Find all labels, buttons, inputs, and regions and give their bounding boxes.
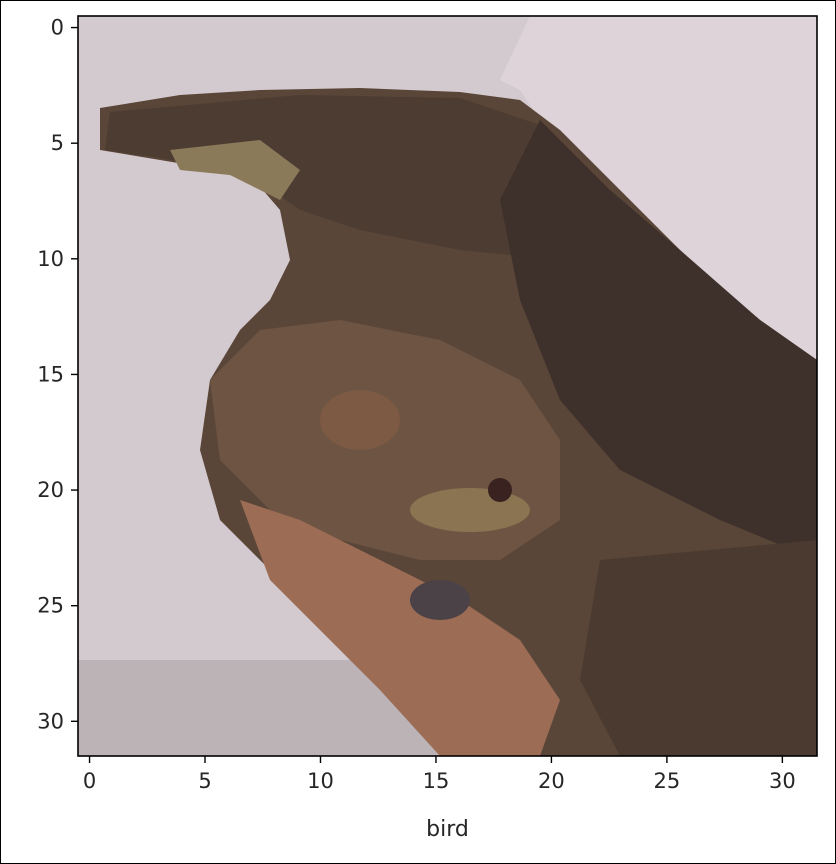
bird-eye-dark-spot: [488, 478, 512, 502]
x-tick-label: 15: [423, 769, 450, 793]
bird-lower-right: [580, 540, 817, 756]
x-tick-label: 0: [83, 769, 96, 793]
y-tick-label: 0: [51, 16, 64, 40]
x-tick-label: 20: [538, 769, 565, 793]
x-tick-label: 5: [198, 769, 211, 793]
bird-back: [500, 120, 817, 560]
x-axis: 0 5 10 15 20 25 30: [83, 756, 796, 793]
y-tick-label: 5: [51, 131, 64, 155]
y-tick-label: 15: [37, 362, 64, 386]
bird-grey-spot: [410, 580, 470, 620]
y-tick-label: 25: [37, 594, 64, 618]
background-upper-right: [500, 16, 817, 365]
x-tick-label: 10: [307, 769, 334, 793]
bird-buff-highlight: [410, 488, 530, 532]
bird-image: [78, 16, 817, 756]
bird-breast-spot: [320, 390, 400, 450]
axes-frame: [77, 15, 818, 757]
x-axis-label: bird: [426, 817, 469, 842]
x-tick-label: 25: [654, 769, 681, 793]
y-tick-label: 30: [37, 709, 64, 733]
y-axis: 0 5 10 15 20 25 30: [37, 16, 78, 733]
y-tick-label: 20: [37, 478, 64, 502]
bird-face-patch: [170, 140, 300, 200]
y-tick-label: 10: [37, 247, 64, 271]
x-tick-label: 30: [769, 769, 796, 793]
bird-rufous-breast: [240, 500, 560, 756]
